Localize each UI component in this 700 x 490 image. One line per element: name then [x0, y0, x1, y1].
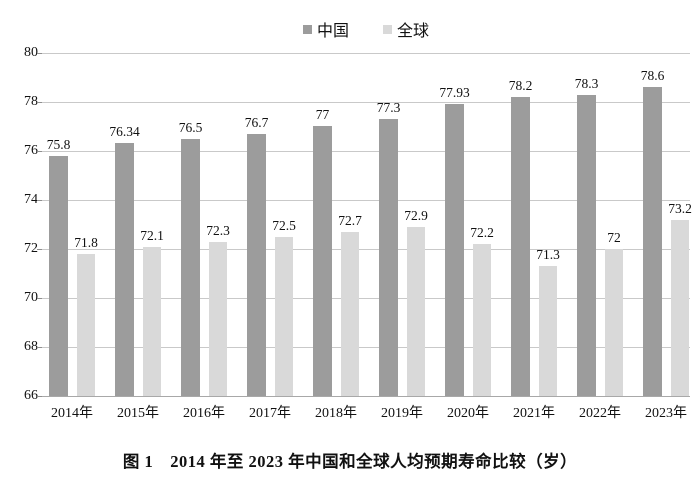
- x-axis-tick-label-2021年: 2021年: [513, 406, 555, 421]
- gridline-y-70: [42, 298, 690, 299]
- value-label-全球-2020年: 72.2: [470, 225, 494, 240]
- gridline-y-68: [42, 347, 690, 348]
- value-label-全球-2015年: 72.1: [140, 228, 164, 243]
- y-axis-tick-mark: [37, 151, 42, 152]
- value-label-中国-2021年: 78.2: [508, 78, 533, 93]
- value-label-中国-2019年: 77.3: [376, 100, 401, 115]
- y-axis-tick-mark: [37, 53, 42, 54]
- bar-全球-2022年: [605, 249, 623, 396]
- bar-全球-2020年: [473, 244, 491, 396]
- x-axis-tick-label-2023年: 2023年: [645, 406, 687, 421]
- y-axis-tick-label-80: 80: [24, 45, 38, 60]
- value-label-中国-2017年: 76.7: [244, 115, 269, 130]
- bar-中国-2019年: [379, 119, 398, 396]
- x-axis-tick-label-2018年: 2018年: [315, 406, 357, 421]
- value-label-全球-2016年: 72.3: [206, 223, 230, 238]
- value-label-中国-2016年: 76.5: [178, 120, 203, 135]
- x-axis-tick-label-2020年: 2020年: [447, 406, 489, 421]
- value-label-中国-2022年: 78.3: [574, 76, 599, 91]
- x-axis-tick-label-2017年: 2017年: [249, 406, 291, 421]
- bar-全球-2023年: [671, 220, 689, 396]
- legend-label-china: 中国: [316, 23, 349, 40]
- y-axis-tick-mark: [37, 396, 42, 397]
- legend-label-global: 全球: [397, 23, 430, 40]
- value-label-中国-2014年: 75.8: [46, 137, 71, 152]
- gridline-y-78: [42, 102, 690, 103]
- global-series-swatch-icon: [383, 24, 392, 34]
- x-axis-tick-label-2015年: 2015年: [117, 406, 159, 421]
- value-label-全球-2017年: 72.5: [272, 218, 296, 233]
- bar-中国-2020年: [445, 104, 464, 396]
- x-axis-tick-label-2014年: 2014年: [51, 406, 93, 421]
- value-label-中国-2015年: 76.34: [109, 124, 140, 139]
- bar-全球-2014年: [77, 254, 95, 396]
- value-label-中国-2023年: 78.6: [640, 68, 665, 83]
- bar-中国-2022年: [577, 95, 596, 396]
- value-label-全球-2014年: 71.8: [74, 235, 98, 250]
- bar-中国-2016年: [181, 139, 200, 396]
- y-axis-tick-mark: [37, 249, 42, 250]
- x-axis-line: [42, 396, 690, 397]
- bar-全球-2015年: [143, 247, 161, 396]
- gridline-y-72: [42, 249, 690, 250]
- value-label-全球-2021年: 71.3: [536, 247, 560, 262]
- figure-caption: 图 1 2014 年至 2023 年中国和全球人均预期寿命比较（岁）: [122, 452, 578, 471]
- bar-中国-2023年: [643, 87, 662, 396]
- value-label-全球-2019年: 72.9: [404, 208, 428, 223]
- x-axis-tick-label-2019年: 2019年: [381, 406, 423, 421]
- gridline-y-80: [42, 53, 690, 54]
- gridline-y-76: [42, 151, 690, 152]
- legend-item-china: 中国: [302, 17, 349, 41]
- bar-中国-2017年: [247, 134, 266, 396]
- y-axis-tick-label-74: 74: [24, 192, 38, 207]
- value-label-全球-2022年: 72: [607, 230, 621, 245]
- x-axis-tick-label-2016年: 2016年: [183, 406, 225, 421]
- y-axis-tick-mark: [37, 298, 42, 299]
- value-label-全球-2023年: 73.2: [668, 201, 692, 216]
- y-axis-tick-label-76: 76: [24, 143, 38, 158]
- y-axis-tick-mark: [37, 102, 42, 103]
- bar-全球-2016年: [209, 242, 227, 396]
- y-axis-tick-label-72: 72: [24, 241, 38, 256]
- y-axis-tick-label-78: 78: [24, 94, 38, 109]
- china-series-swatch-icon: [302, 24, 312, 34]
- value-label-中国-2020年: 77.93: [439, 85, 470, 100]
- bar-中国-2018年: [313, 126, 332, 396]
- x-axis-tick-label-2022年: 2022年: [579, 406, 621, 421]
- bar-中国-2015年: [115, 143, 134, 396]
- value-label-中国-2018年: 77: [315, 107, 330, 122]
- bar-全球-2017年: [275, 237, 293, 396]
- y-axis-tick-label-66: 66: [24, 388, 38, 403]
- y-axis-tick-mark: [37, 347, 42, 348]
- y-axis-tick-label-68: 68: [24, 339, 38, 354]
- value-label-全球-2018年: 72.7: [338, 213, 362, 228]
- plot-area: 75.8 71.8 76.34 72.1 76.5 72.3 76.7 72.5 77 72.7 7…: [42, 53, 692, 397]
- bar-中国-2014年: [49, 156, 68, 396]
- gridline-y-74: [42, 200, 690, 201]
- bar-全球-2018年: [341, 232, 359, 396]
- bar-全球-2019年: [407, 227, 425, 396]
- chart-legend: 中国 全球: [42, 18, 690, 40]
- bar-全球-2021年: [539, 266, 557, 396]
- legend-item-global: 全球: [383, 17, 429, 41]
- y-axis-tick-mark: [37, 200, 42, 201]
- bar-中国-2021年: [511, 97, 530, 396]
- y-axis-tick-label-70: 70: [24, 290, 38, 305]
